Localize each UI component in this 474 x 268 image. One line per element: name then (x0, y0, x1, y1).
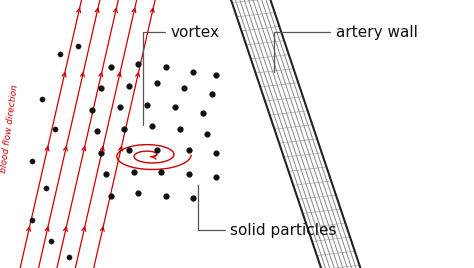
Text: blood flow direction: blood flow direction (0, 84, 20, 173)
Text: solid particles: solid particles (198, 185, 337, 238)
Text: artery wall: artery wall (274, 25, 418, 72)
Text: vortex: vortex (143, 25, 219, 125)
